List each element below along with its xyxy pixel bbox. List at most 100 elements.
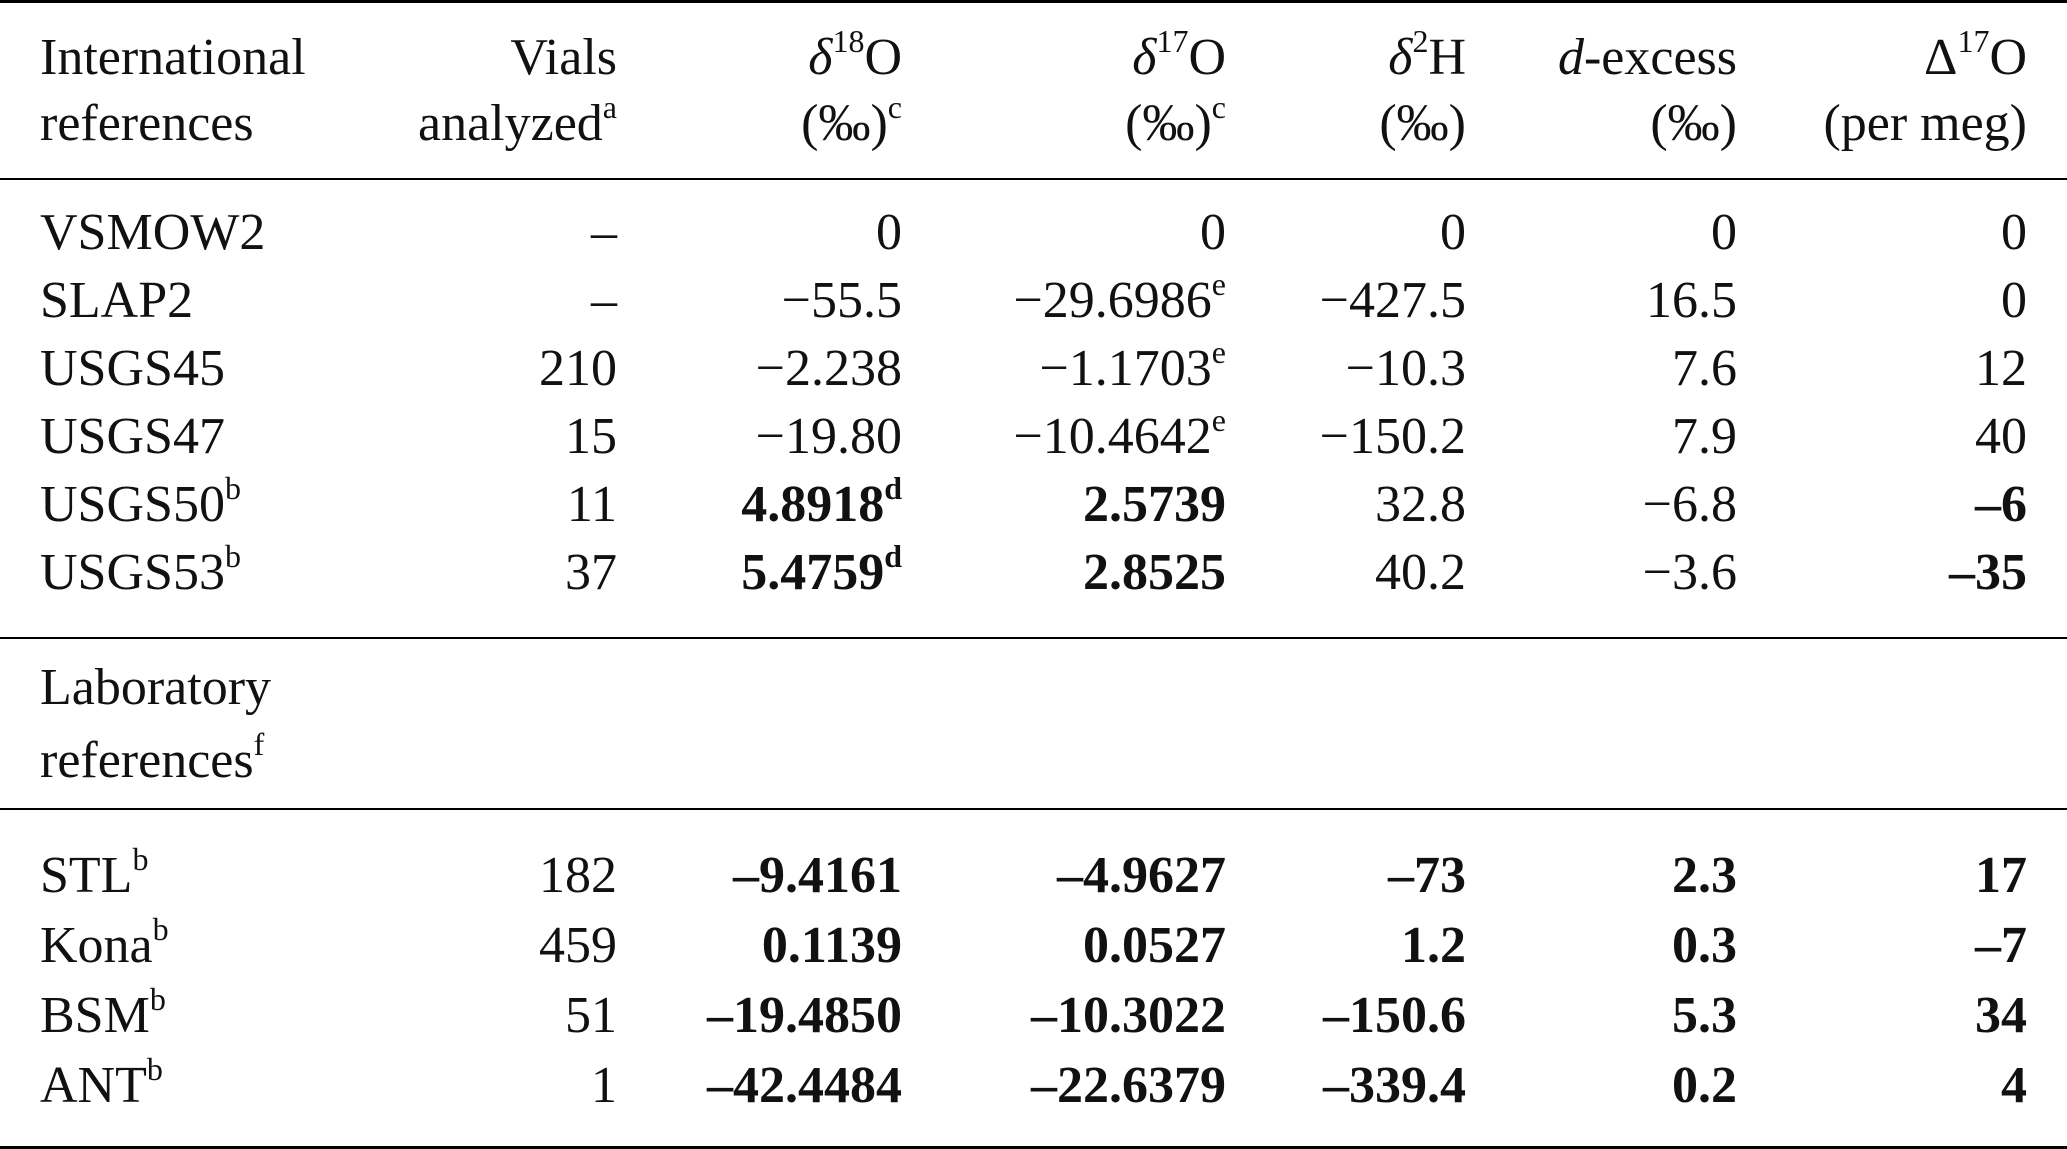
value-cell: −55.5: [617, 267, 902, 335]
value-cell: –9.4161: [617, 841, 902, 911]
cell-value: 2.5739: [1083, 476, 1226, 533]
cell-value: ANT: [40, 1057, 147, 1114]
laboratory-references-label: Laboratory referencesf: [0, 639, 902, 809]
value-cell: −427.5: [1226, 267, 1466, 335]
cell-value: 182: [539, 847, 617, 904]
header-line1: Vials: [510, 29, 617, 86]
reference-name: USGS53b: [0, 539, 300, 607]
reference-name: ANTb: [0, 1051, 300, 1121]
cell-value: –339.4: [1323, 1057, 1466, 1114]
isotope-mass: 2: [1412, 23, 1428, 59]
footnote-mark: b: [225, 538, 241, 574]
column-header: δ18O(‰)c: [617, 3, 902, 179]
cell-value: 0: [2001, 272, 2027, 329]
cell-value: −1.1703: [1039, 340, 1211, 397]
cell-value: 0: [1200, 204, 1226, 261]
header-line1: δ17O: [1132, 29, 1226, 86]
header-line1: International: [40, 29, 306, 86]
value-cell: 5.3: [1466, 981, 1737, 1051]
value-cell: −10.4642e: [902, 403, 1226, 471]
footnote-mark: b: [132, 841, 148, 877]
value-cell: –7: [1737, 911, 2027, 981]
cell-value: 5.4759: [741, 544, 884, 601]
cell-value: −3.6: [1643, 544, 1737, 601]
value-cell: –35: [1737, 539, 2027, 607]
value-cell: –22.6379: [902, 1051, 1226, 1121]
cell-value: 0.2: [1672, 1057, 1737, 1114]
reference-name: SLAP2: [0, 267, 300, 335]
value-cell: 0.3: [1466, 911, 1737, 981]
cell-value: 0.1139: [762, 917, 902, 974]
column-header: Δ17O(per meg): [1737, 3, 2027, 179]
reference-name: Konab: [0, 911, 300, 981]
spacer-cell: [2027, 539, 2067, 607]
value-cell: 1.2: [1226, 911, 1466, 981]
isotope-mass: 17: [1957, 23, 1989, 59]
header-line2: analyzed: [418, 95, 603, 152]
reference-name: USGS45: [0, 335, 300, 403]
value-cell: –73: [1226, 841, 1466, 911]
cell-value: 1.2: [1401, 917, 1466, 974]
value-cell: 0: [1466, 199, 1737, 267]
value-cell: 12: [1737, 335, 2027, 403]
value-cell: 0: [617, 199, 902, 267]
cell-value: 7.6: [1672, 340, 1737, 397]
cell-value: −10.4642: [1013, 408, 1211, 465]
value-cell: –: [300, 267, 617, 335]
cell-value: 2.8525: [1083, 544, 1226, 601]
spacer-cell: [2027, 911, 2067, 981]
spacer-cell: [2027, 267, 2067, 335]
value-cell: –339.4: [1226, 1051, 1466, 1121]
value-cell: 17: [1737, 841, 2027, 911]
value-cell: −150.2: [1226, 403, 1466, 471]
footnote-mark: f: [254, 726, 265, 762]
spacer-cell: [2027, 471, 2067, 539]
header-symbol: δ: [1388, 29, 1412, 86]
footnote-mark: d: [884, 538, 902, 574]
cell-value: –150.6: [1323, 987, 1466, 1044]
lab-label-line2: references: [40, 732, 254, 789]
cell-value: –22.6379: [1031, 1057, 1226, 1114]
cell-value: BSM: [40, 987, 150, 1044]
reference-name: BSMb: [0, 981, 300, 1051]
cell-value: 51: [565, 987, 617, 1044]
cell-value: –35: [1949, 544, 2027, 601]
header-symbol: δ: [808, 29, 832, 86]
cell-value: USGS50: [40, 476, 225, 533]
spacer-cell: [2027, 403, 2067, 471]
cell-value: 4.8918: [741, 476, 884, 533]
header-line2: (‰): [801, 95, 888, 152]
cell-value: Kona: [40, 917, 153, 974]
cell-value: 11: [567, 476, 617, 533]
footnote-mark: e: [1212, 266, 1226, 302]
footnote-mark: c: [1212, 89, 1226, 125]
value-cell: 4: [1737, 1051, 2027, 1121]
cell-value: 4: [2001, 1057, 2027, 1114]
cell-value: −10.3: [1346, 340, 1466, 397]
value-cell: –4.9627: [902, 841, 1226, 911]
header-line1: δ2H: [1388, 29, 1466, 86]
spacer-cell: [2027, 335, 2067, 403]
value-cell: 40.2: [1226, 539, 1466, 607]
value-cell: 182: [300, 841, 617, 911]
cell-value: 40.2: [1375, 544, 1466, 601]
cell-value: 16.5: [1646, 272, 1737, 329]
cell-value: −19.80: [756, 408, 902, 465]
isotope-mass: 18: [832, 23, 864, 59]
cell-value: −150.2: [1320, 408, 1466, 465]
column-header: d-excess(‰): [1466, 3, 1737, 179]
cell-value: −427.5: [1320, 272, 1466, 329]
spacer-cell: [2027, 1051, 2067, 1121]
cell-value: VSMOW2: [40, 204, 265, 261]
footnote-mark: b: [150, 981, 166, 1017]
cell-value: –4.9627: [1057, 847, 1226, 904]
header-line2: references: [40, 95, 254, 152]
cell-value: USGS45: [40, 340, 225, 397]
